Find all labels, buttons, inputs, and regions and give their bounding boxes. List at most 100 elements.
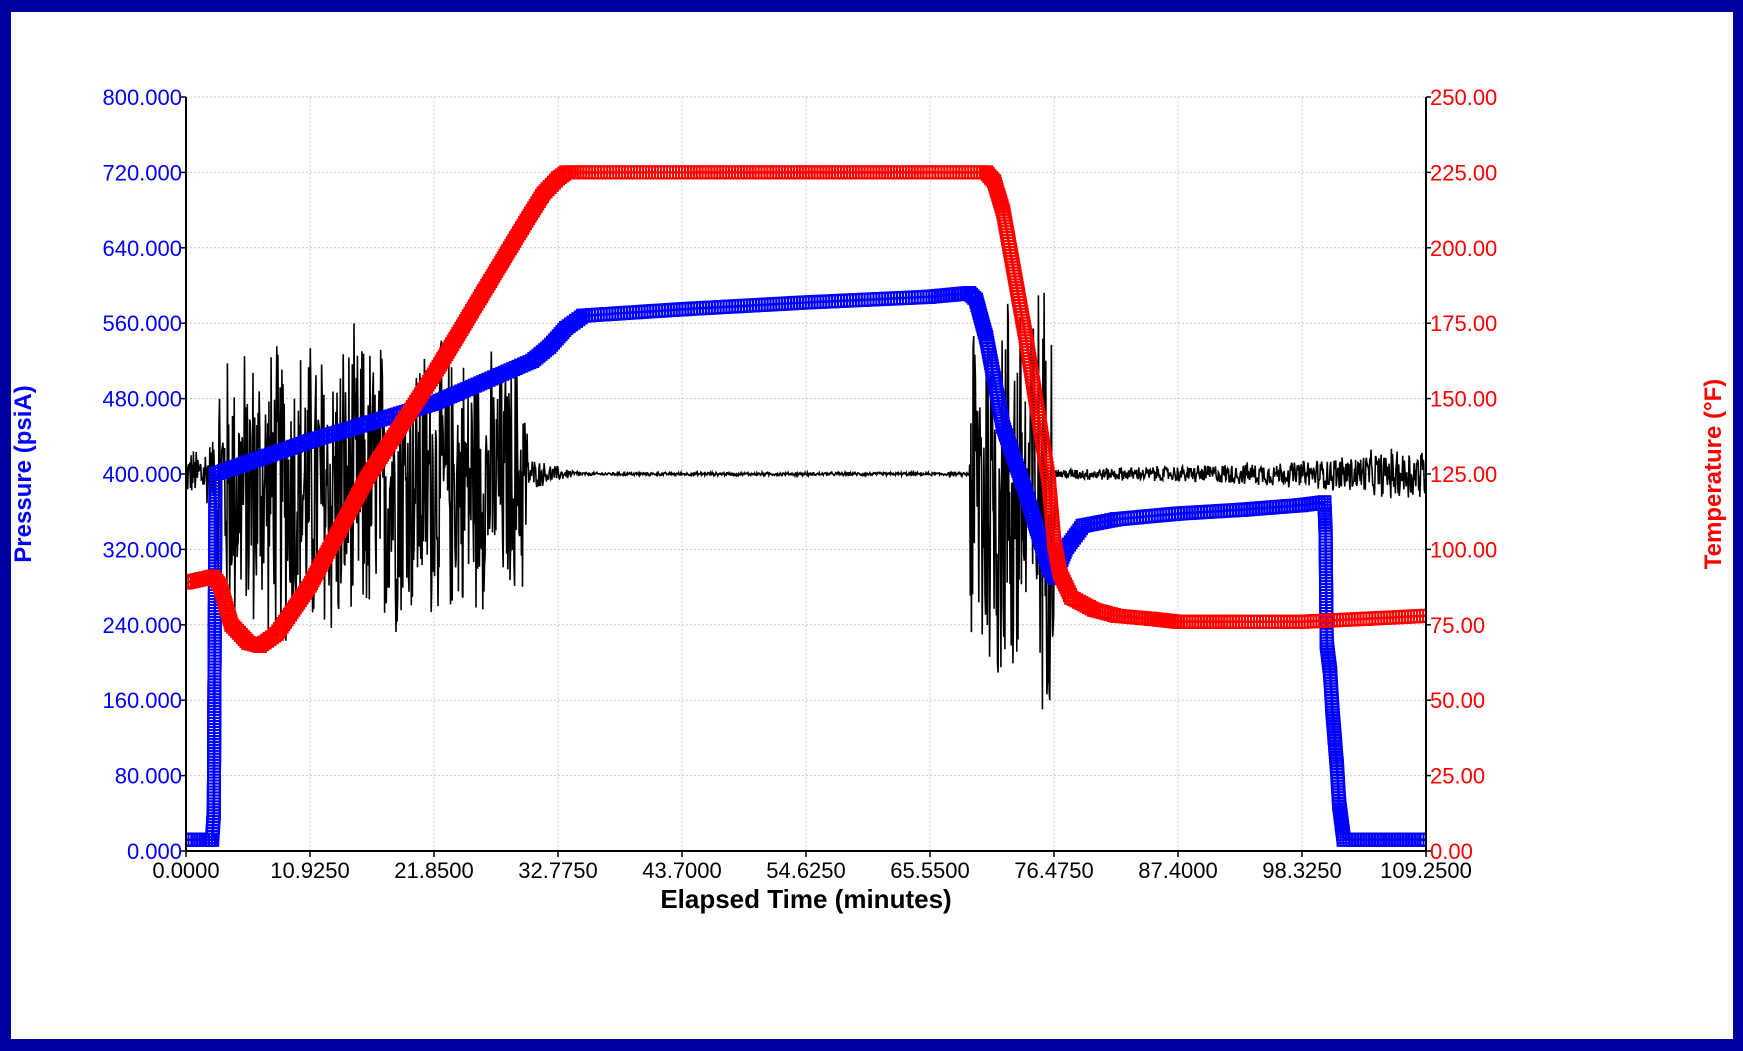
pressure-data-point: [979, 330, 994, 345]
y-right-tick-label: 150.00: [1430, 387, 1497, 412]
axes: [185, 97, 1427, 852]
temperature-data-point: [536, 186, 551, 201]
x-tick-label: 65.5500: [890, 858, 970, 883]
x-tick-label: 0.0000: [152, 858, 219, 883]
series-layer: [186, 165, 1426, 847]
pressure-data-point: [1294, 498, 1309, 513]
y-right-tick-label: 0.00: [1430, 839, 1473, 864]
temperature-data-point: [979, 165, 994, 180]
temperature-data-point: [1109, 608, 1124, 623]
pressure-data-point: [1109, 512, 1124, 527]
y-right-tick-label: 25.00: [1430, 764, 1485, 789]
temperature-data-point: [1018, 331, 1033, 346]
pressure-data-point: [1317, 495, 1332, 510]
y-right-tick-label: 125.00: [1430, 462, 1497, 487]
temperature-data-point: [987, 174, 1002, 189]
y-left-tick-label: 560.000: [102, 311, 182, 336]
y-right-tick-label: 200.00: [1430, 236, 1497, 261]
pressure-data-point: [1318, 523, 1333, 538]
left-axis-title: Pressure (psiA): [11, 385, 37, 562]
pressure-data-point: [1325, 702, 1340, 717]
pressure-data-point: [969, 292, 983, 307]
pressure-data-point: [996, 419, 1011, 434]
y-left-tick-label: 400.000: [102, 462, 182, 487]
temperature-data-point: [996, 204, 1011, 219]
y-right-tick-label: 100.00: [1430, 537, 1497, 562]
temperature-data-point: [1064, 590, 1079, 605]
pressure-data-point: [1018, 485, 1033, 500]
pressure-data-point: [1332, 796, 1347, 811]
y-left-tick-label: 720.000: [102, 160, 182, 185]
temperature-data-point: [798, 165, 813, 180]
temperature-data-point: [1143, 611, 1158, 626]
temperature-data-point: [675, 165, 689, 180]
temperature-markers: [186, 165, 1426, 653]
temperature-data-point: [1087, 602, 1101, 617]
pressure-data-point: [1370, 832, 1385, 847]
tick-labels: 0.0000 10.9250 21.8500 32.7750 43.7000 54.625…: [102, 85, 1497, 883]
y-left-tick-label: 80.000: [115, 764, 182, 789]
temperature-data-point: [1047, 536, 1062, 551]
pressure-data-point: [205, 832, 220, 847]
temperature-data-point: [1041, 473, 1056, 487]
temperature-data-point: [1223, 614, 1238, 629]
temperature-data-point: [519, 213, 534, 228]
temperature-data-point: [576, 165, 591, 180]
x-tick-label: 87.4000: [1138, 858, 1218, 883]
x-tick-label: 98.3250: [1262, 858, 1342, 883]
y-left-tick-label: 480.000: [102, 387, 182, 412]
x-tick-label: 76.4750: [1014, 858, 1094, 883]
temperature-data-point: [427, 367, 441, 382]
temperature-marker: [239, 633, 254, 648]
dual-axis-line-chart: 0.0000 10.9250 21.8500 32.7750 43.7000 54.625…: [11, 85, 1727, 914]
pressure-data-point: [208, 467, 223, 481]
chart-panel: 0.0000 10.9250 21.8500 32.7750 43.7000 54.625…: [11, 12, 1733, 1039]
y-left-tick-label: 160.000: [102, 688, 182, 713]
right-axis-title: Temperature (°F): [1700, 379, 1727, 570]
pressure-data-point: [1234, 502, 1249, 517]
temperature-data-point: [269, 626, 284, 641]
pressure-data-point: [302, 434, 317, 448]
temperature-data-point: [224, 617, 239, 632]
pressure-data-point: [1329, 759, 1344, 774]
y-right-tick-label: 225.00: [1430, 160, 1497, 185]
pressure-data-point: [559, 320, 574, 335]
y-right-tick-label: 50.00: [1430, 688, 1485, 713]
pressure-data-point: [1323, 664, 1338, 679]
pressure-data-point: [525, 353, 540, 368]
temperature-data-point: [1419, 608, 1426, 623]
pressure-data-point: [1075, 518, 1090, 533]
pressure-data-point: [1171, 506, 1185, 521]
y-right-tick-label: 75.00: [1430, 613, 1485, 638]
temperature-data-point: [186, 575, 193, 590]
x-tick-label: 54.6250: [766, 858, 846, 883]
noise-series-line: [186, 292, 1426, 710]
temperature-data-point: [474, 289, 489, 304]
pressure-data-point: [427, 396, 441, 411]
pressure-data-point: [678, 302, 693, 317]
temperature-data-point: [1053, 566, 1067, 581]
pressure-marker: [571, 312, 586, 327]
y-left-tick-label: 800.000: [102, 85, 182, 110]
pressure-data-point: [576, 308, 591, 323]
pressure-data-point: [1336, 832, 1351, 847]
temperature-data-point: [1359, 611, 1374, 626]
pressure-data-point: [1327, 730, 1342, 745]
x-tick-label: 43.7000: [642, 858, 722, 883]
y-right-tick-label: 250.00: [1430, 85, 1497, 110]
pressure-data-point: [206, 806, 221, 821]
temperature-data-point: [1171, 614, 1185, 629]
pressure-data-point: [922, 289, 937, 304]
y-left-tick-label: 320.000: [102, 537, 182, 562]
x-tick-label: 109.2500: [1380, 858, 1472, 883]
y-right-tick-label: 175.00: [1430, 311, 1497, 336]
temperature-data-point: [302, 578, 317, 593]
temperature-data-point: [252, 638, 267, 653]
x-axis-title: Elapsed Time (minutes): [660, 884, 951, 914]
x-tick-label: 10.9250: [270, 858, 350, 883]
temperature-data-point: [922, 165, 937, 180]
pressure-data-point: [1319, 636, 1334, 651]
temperature-data-point: [360, 470, 375, 484]
pressure-data-point: [542, 339, 557, 354]
temperature-data-point: [1294, 614, 1309, 629]
